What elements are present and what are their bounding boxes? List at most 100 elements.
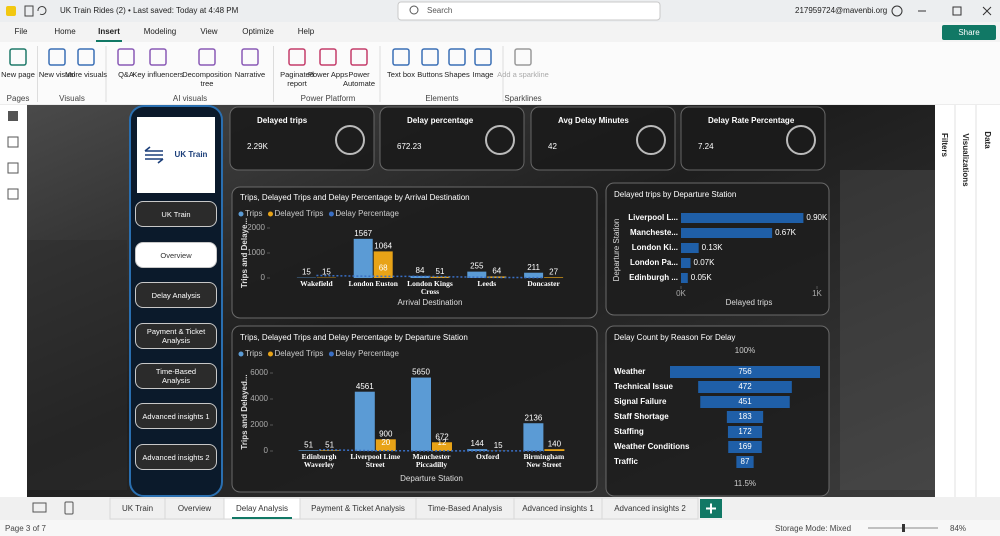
share-button[interactable] — [942, 25, 996, 40]
nav-button[interactable]: Time-Based Analysis — [135, 363, 217, 389]
ribbon-icon[interactable] — [9, 48, 27, 66]
pane-title[interactable]: Data — [983, 131, 992, 149]
kpi-label: Avg Delay Minutes — [558, 116, 629, 125]
data-label: 0.90K — [806, 213, 828, 222]
mobile-layout-icon[interactable] — [64, 501, 74, 515]
menu-item[interactable]: Insert — [98, 27, 120, 36]
menu-item[interactable]: Home — [54, 27, 76, 36]
avatar[interactable] — [891, 5, 903, 17]
ribbon-button-label[interactable]: New visual — [38, 70, 76, 79]
y-tick-label: Edinburgh ... — [629, 273, 678, 282]
line — [316, 274, 544, 279]
page-indicator: Page 3 of 7 — [5, 524, 46, 533]
ribbon-icon[interactable] — [198, 48, 216, 66]
ribbon-button-label[interactable]: Buttons — [417, 70, 443, 79]
data-label: 211 — [527, 263, 540, 272]
ribbon-icon[interactable] — [448, 48, 466, 66]
data-label: 0.67K — [775, 228, 797, 237]
page-tab-label[interactable]: UK Train — [122, 504, 153, 513]
desktop-layout-icon[interactable] — [32, 502, 47, 513]
dax-view-icon[interactable] — [7, 188, 19, 200]
data-label: 0.05K — [691, 273, 713, 282]
menu-item[interactable]: File — [15, 27, 28, 36]
ribbon-button-label[interactable]: Text box — [387, 70, 415, 79]
page-tab-label[interactable]: Delay Analysis — [236, 504, 288, 513]
pane-title[interactable]: Filters — [940, 133, 949, 158]
report-view-icon[interactable] — [8, 111, 18, 121]
ribbon-icon[interactable] — [149, 48, 167, 66]
maximize[interactable] — [952, 6, 962, 16]
ribbon-icon[interactable] — [392, 48, 410, 66]
ribbon-icon[interactable] — [350, 48, 368, 66]
zoom-thumb[interactable] — [902, 524, 905, 532]
ribbon-icon[interactable] — [48, 48, 66, 66]
data-label: 1064 — [374, 242, 392, 251]
ribbon-button-label[interactable]: Key influencers — [132, 70, 184, 79]
ribbon-icon[interactable] — [77, 48, 95, 66]
nav-button[interactable]: UK Train — [135, 201, 217, 227]
x-tick-label: 0K — [676, 289, 686, 298]
nav-button[interactable]: Payment & Ticket Analysis — [135, 323, 217, 349]
ribbon-button-label[interactable]: Add a sparkline — [497, 70, 549, 79]
save-icon — [24, 5, 34, 17]
data-label: 15 — [494, 441, 503, 450]
menu-item[interactable]: View — [200, 27, 217, 36]
ribbon-icon[interactable] — [421, 48, 439, 66]
x-tick-label: Oxford — [476, 452, 500, 461]
data-label: 169 — [738, 442, 752, 451]
ribbon-button-label[interactable]: Shapes — [444, 70, 470, 79]
ribbon-icon[interactable] — [288, 48, 306, 66]
bar — [467, 449, 488, 451]
view-strip — [0, 105, 27, 497]
bar — [681, 228, 773, 238]
ribbon-button-label[interactable]: Power Automate — [342, 70, 376, 88]
ribbon-icon[interactable] — [117, 48, 135, 66]
kpi-icon — [786, 125, 816, 155]
file-title: UK Train Rides (2) • Last saved: Today a… — [60, 6, 239, 15]
nav-button[interactable]: Delay Analysis — [135, 282, 217, 308]
undo-icon — [37, 6, 47, 15]
x-axis-title: Delayed trips — [726, 298, 773, 307]
menu-item[interactable]: Help — [298, 27, 315, 36]
chart-panel — [231, 186, 598, 319]
ribbon-icon[interactable] — [319, 48, 337, 66]
search-box[interactable] — [397, 1, 661, 21]
page-tab[interactable] — [601, 497, 699, 520]
page-tab-label[interactable]: Payment & Ticket Analysis — [311, 504, 405, 513]
nav-button[interactable]: Advanced insights 1 — [135, 403, 217, 429]
y-tick-label: London Pa... — [630, 258, 678, 267]
ribbon-button-label[interactable]: Narrative — [234, 70, 266, 79]
page-tab-label[interactable]: Advanced insights 1 — [522, 504, 594, 513]
ribbon-icon[interactable] — [241, 48, 259, 66]
nav-button[interactable]: Advanced insights 2 — [135, 444, 217, 470]
legend-marker — [267, 211, 273, 217]
ribbon-button-label[interactable]: Decomposition tree — [182, 70, 232, 88]
page-tab-label[interactable]: Overview — [178, 504, 212, 513]
ribbon-button-label[interactable]: Power Apps — [307, 70, 349, 79]
category-label: Staff Shortage — [614, 412, 669, 421]
page-tab-label[interactable]: Advanced insights 2 — [614, 504, 686, 513]
x-tick-label: Doncaster — [527, 279, 560, 288]
category-label: Traffic — [614, 457, 639, 466]
nav-button[interactable]: Overview — [135, 242, 217, 268]
x-tick-label: Edinburgh Waverley — [301, 452, 337, 469]
ribbon-button-label[interactable]: Paginated report — [280, 70, 314, 88]
model-view-icon[interactable] — [7, 162, 19, 174]
table-view-icon[interactable] — [7, 136, 19, 148]
menu-item[interactable]: Modeling — [144, 27, 176, 36]
ribbon-button-label[interactable]: New page — [1, 70, 35, 79]
ribbon-button-label[interactable]: Image — [472, 70, 494, 79]
ribbon-button-label[interactable]: More visuals — [64, 70, 108, 79]
chart-title: Delayed trips by Departure Station — [614, 190, 736, 199]
kpi-card — [379, 106, 525, 171]
close[interactable] — [982, 6, 992, 16]
menu-item[interactable]: Optimize — [242, 27, 274, 36]
pane-title[interactable]: Visualizations — [961, 133, 970, 187]
bar — [544, 277, 564, 278]
ribbon-button-label[interactable]: Q&A — [118, 70, 134, 79]
ribbon-icon[interactable] — [514, 48, 532, 66]
ribbon-icon[interactable] — [474, 48, 492, 66]
chart-title: Trips, Delayed Trips and Delay Percentag… — [240, 193, 470, 202]
chart-panel — [605, 325, 830, 497]
page-tab-label[interactable]: Time-Based Analysis — [428, 504, 502, 513]
